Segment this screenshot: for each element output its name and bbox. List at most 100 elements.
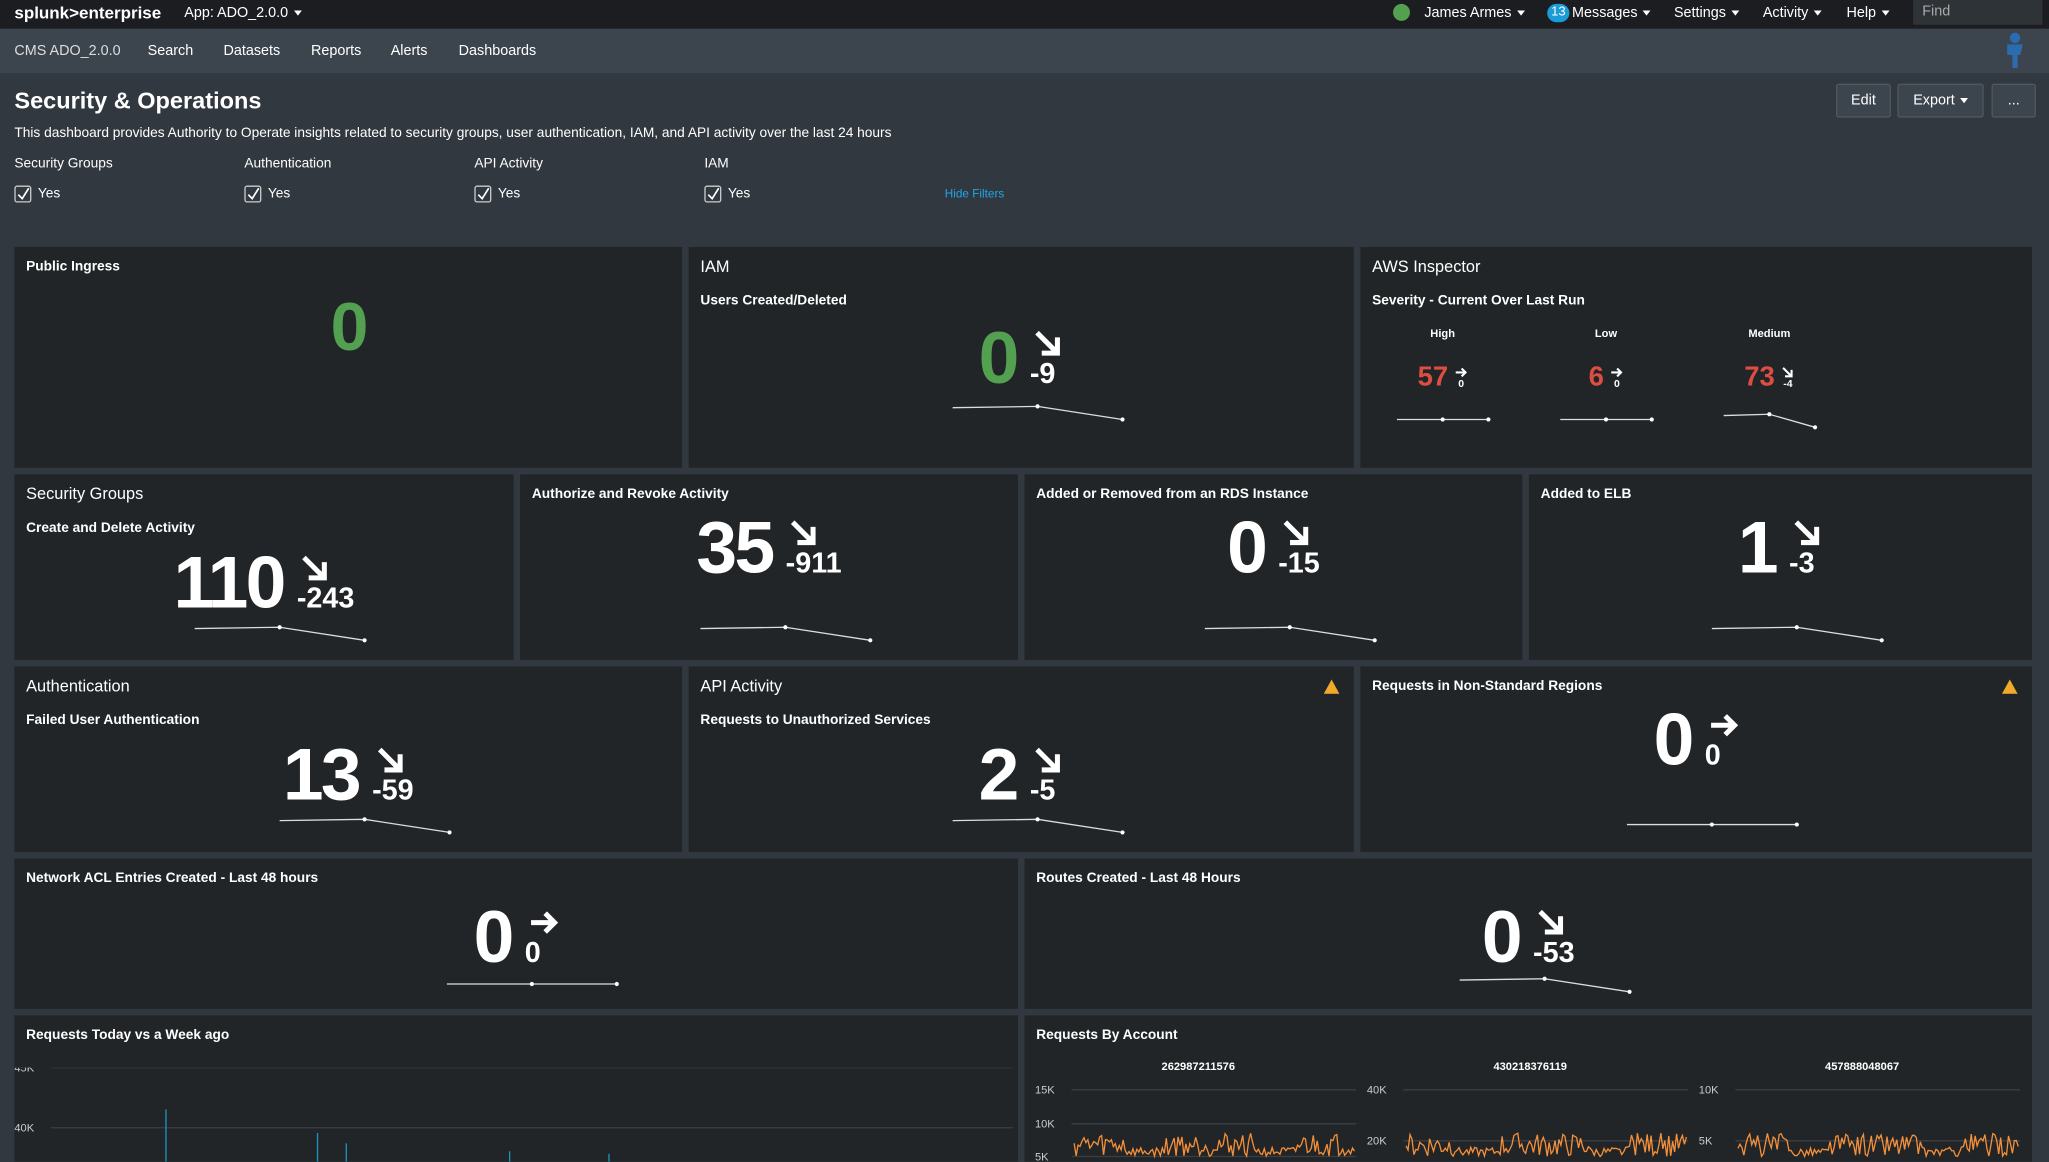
settings-label: Settings	[1673, 5, 1726, 21]
sparkline-point	[1626, 989, 1631, 994]
check-mark	[477, 187, 490, 200]
sparkline-point	[1287, 625, 1292, 630]
message-badge: 13	[1547, 3, 1570, 23]
chart-title: 262987211576	[1161, 1059, 1236, 1073]
single-value: 35 -911	[520, 508, 1018, 586]
logo[interactable]: splunk>enterprise	[14, 2, 162, 23]
panel-title: Failed User Authentication	[26, 712, 200, 728]
y-tick-label: 10K	[1699, 1085, 1719, 1097]
delta: -53	[1533, 907, 1575, 967]
trend-arrow	[1538, 909, 1564, 935]
checkbox-label: Yes	[37, 185, 61, 202]
hide-filters-link[interactable]: Hide Filters	[944, 186, 1005, 200]
panel: Added to ELB 1 -3	[1528, 474, 2033, 660]
trend-arrow	[1283, 520, 1309, 546]
trend-arrow	[1794, 520, 1820, 546]
header-button[interactable]: ...	[1991, 83, 2036, 118]
header-button[interactable]: Edit	[1835, 83, 1891, 118]
delta: -5	[1029, 745, 1063, 807]
single-value: 1 -3	[1529, 508, 2032, 586]
nav-link[interactable]: Dashboards	[458, 43, 537, 59]
activity-menu[interactable]: Activity	[1763, 5, 1822, 21]
y-tick-label: 45K	[14, 1068, 34, 1075]
nav-link[interactable]: Datasets	[223, 43, 281, 59]
series-line	[1405, 1132, 1688, 1159]
severity-sparkline	[1723, 412, 1818, 430]
delta-value: 0	[524, 935, 541, 969]
single-value-number: 0	[330, 290, 369, 366]
single-value-number: 2	[978, 733, 1020, 816]
delta-value: -5	[1029, 773, 1056, 807]
help-label: Help	[1846, 5, 1877, 21]
chart-title: 430218376119	[1493, 1059, 1567, 1073]
nav-link[interactable]: Reports	[311, 43, 362, 59]
arrow-path	[1794, 520, 1820, 546]
series-line	[1737, 1132, 2019, 1159]
arrow-path	[1710, 714, 1738, 737]
single-value-number: 13	[282, 733, 362, 816]
messages-menu[interactable]: Messages	[1572, 5, 1651, 21]
app-menu[interactable]: App: ADO_2.0.0	[184, 5, 302, 21]
warning-icon[interactable]	[1323, 679, 1340, 694]
check-mark	[247, 187, 260, 200]
nav-link[interactable]: Search	[147, 43, 194, 59]
app-label: App: ADO_2.0.0	[184, 5, 289, 21]
panel: Authentication Failed User Authentication…	[14, 666, 683, 853]
filter-checkbox[interactable]: Yes	[244, 185, 290, 203]
severity-label: High	[1430, 326, 1455, 340]
sparkline-point	[1440, 417, 1445, 422]
sparkline-point	[1794, 822, 1799, 827]
nav-link[interactable]: Alerts	[390, 43, 428, 59]
single-value: 13 -59	[14, 733, 682, 816]
filter-checkbox[interactable]: Yes	[474, 185, 521, 203]
sparkline-chart	[951, 404, 1124, 422]
time-chart: 45K 40K	[14, 1067, 1013, 1162]
user-menu[interactable]: James Armes	[1424, 5, 1525, 21]
severity-number: 6	[1588, 361, 1604, 393]
sparkline-point	[1034, 817, 1040, 822]
single-value: 110 -243	[14, 543, 513, 622]
sparkline-point	[782, 625, 787, 630]
severity-delta: 0	[1455, 366, 1468, 390]
sparkline-point	[361, 817, 367, 822]
panel: IAM Users Created/Deleted 0 -9	[688, 246, 1354, 468]
sparkline-point	[1878, 638, 1884, 643]
panel: Security Groups Create and Delete Activit…	[14, 474, 514, 660]
checkbox-label: Yes	[497, 185, 521, 202]
panel-title: Routes Created - Last 48 Hours	[1036, 870, 1241, 886]
trend-arrow	[791, 520, 816, 546]
settings-menu[interactable]: Settings	[1674, 5, 1739, 21]
warning-icon[interactable]	[2001, 679, 2018, 694]
filter-checkbox[interactable]: Yes	[704, 185, 750, 203]
sparkline-point	[1812, 425, 1818, 430]
nav-link[interactable]: CMS ADO_2.0.0	[14, 43, 121, 59]
panel-title: Authorize and Revoke Activity	[531, 486, 729, 502]
arrow-path	[791, 520, 816, 546]
sparkline-point	[529, 981, 534, 987]
panel-title: Network ACL Entries Created - Last 48 ho…	[26, 870, 319, 886]
panel-title: Public Ingress	[26, 258, 120, 275]
panel-section-title: Security Groups	[26, 484, 144, 504]
trend-arrow	[530, 911, 558, 934]
panel-title: Severity - Current Over Last Run	[1372, 292, 1585, 309]
dashboard-title: Security & Operations	[14, 87, 262, 114]
sparkline-chart	[1626, 822, 1799, 827]
header-button[interactable]: Export	[1897, 83, 1984, 118]
delta: -3	[1789, 517, 1823, 577]
info-icon[interactable]	[1393, 3, 1410, 21]
delta: -15	[1278, 517, 1320, 577]
trend-arrow	[1455, 367, 1468, 378]
sparkline-point	[614, 981, 619, 987]
sparkline-chart	[1711, 625, 1884, 643]
help-menu[interactable]: Help	[1846, 5, 1890, 21]
severity-delta-value: -4	[1783, 377, 1793, 390]
sparkline-point	[446, 830, 451, 835]
filter-checkbox[interactable]: Yes	[14, 185, 61, 203]
panel: Added or Removed from an RDS Instance 0 -1…	[1024, 474, 1523, 660]
single-value-number: 0	[1227, 505, 1268, 589]
sparkline-chart	[446, 981, 619, 987]
find-input[interactable]: Find	[1913, 0, 2043, 25]
